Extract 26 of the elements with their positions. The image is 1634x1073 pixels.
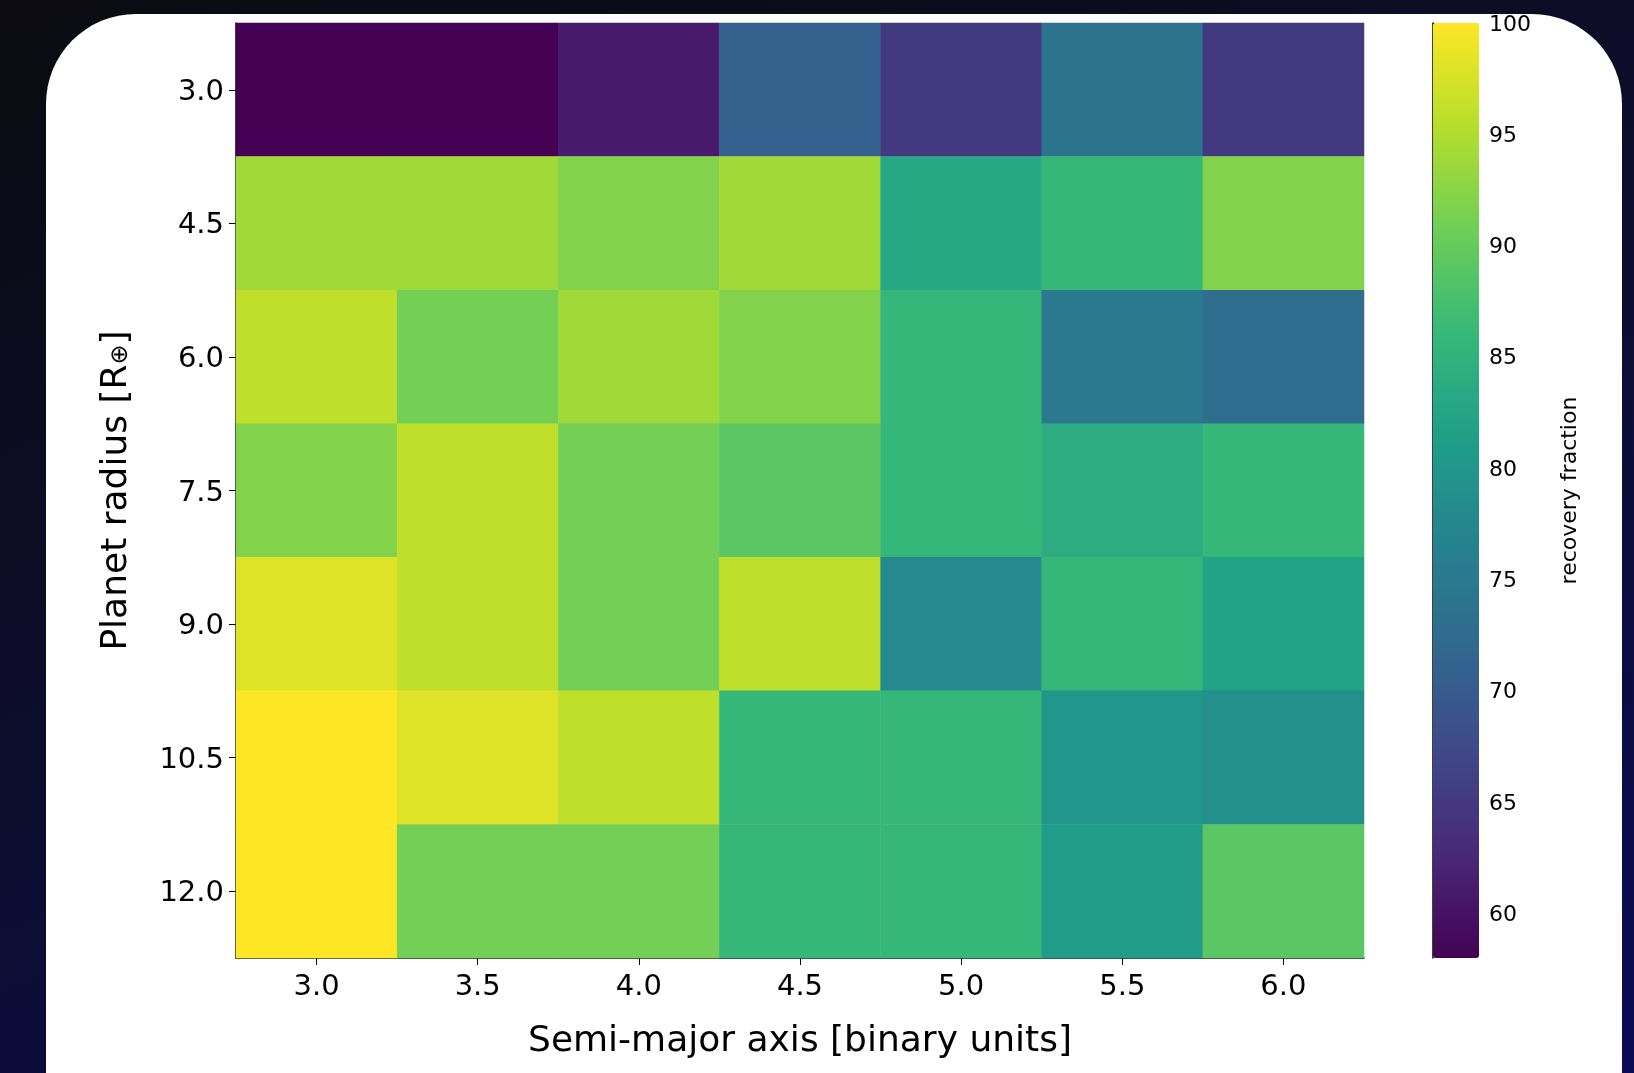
y-tick-label: 4.5 (177, 206, 224, 241)
color-bar-label: 95 (1489, 121, 1517, 147)
x-tick-label: 4.5 (776, 967, 824, 1002)
x-axis-title: Semi-major axis [binary units] (528, 1017, 1072, 1059)
color-bar-label: 100 (1489, 10, 1531, 36)
color-bar-label: 65 (1489, 789, 1517, 815)
x-tick-label: 5.5 (1099, 967, 1146, 1002)
y-tick-label: 7.5 (177, 473, 224, 508)
color-bar-label: 75 (1489, 567, 1517, 593)
y-tick-label: 3.0 (177, 72, 224, 107)
y-tick-label: 9.0 (177, 607, 224, 642)
color-bar-label: 80 (1489, 455, 1517, 481)
x-tick-label: 5.0 (938, 967, 985, 1002)
y-axis-title: Planet radius [R⊕] (92, 330, 134, 651)
x-tick-label: 6.0 (1260, 967, 1307, 1002)
color-bar-label: 70 (1489, 678, 1517, 704)
color-bar-label: 85 (1489, 344, 1517, 370)
x-tick-label: 4.0 (615, 967, 662, 1002)
color-bar-label: 60 (1489, 900, 1517, 926)
y-tick-label: 12.0 (159, 874, 224, 909)
color-bar-label: 90 (1489, 233, 1517, 259)
y-tick-label: 6.0 (177, 339, 224, 374)
y-tick-label: 10.5 (159, 740, 224, 775)
x-tick-label: 3.0 (293, 967, 340, 1002)
color-bar-title: recovery fraction (1555, 396, 1581, 585)
x-tick-label: 3.5 (454, 967, 501, 1002)
